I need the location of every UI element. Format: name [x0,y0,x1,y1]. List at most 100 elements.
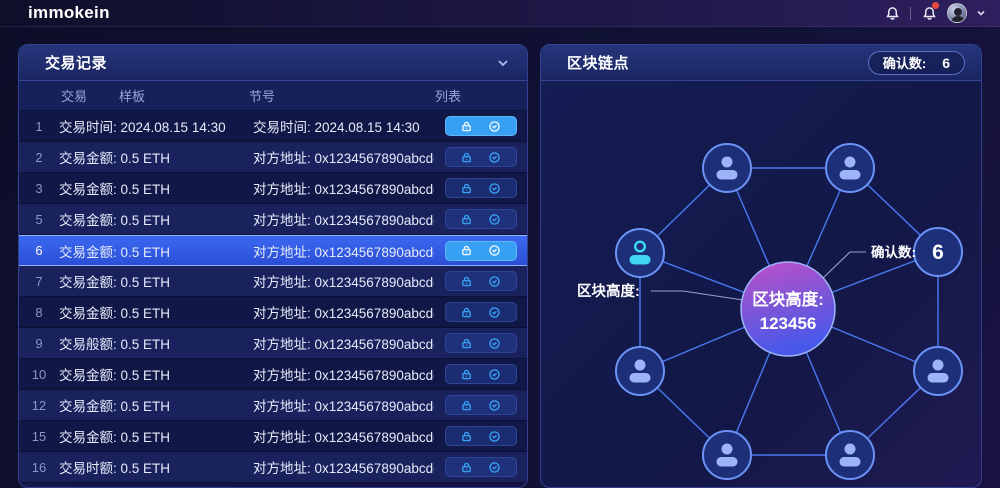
table-row[interactable]: 10 交易金额: 0.5 ETH 对方地址: 0x1234567890abcde… [19,359,527,390]
row-cell-primary: 交易金额: 0.5 ETH [59,368,171,383]
lock-icon[interactable] [460,430,473,443]
node-user[interactable] [702,143,752,193]
check-circle-icon[interactable] [488,399,501,412]
row-cell-primary: 交易金额: 0.5 ETH [59,244,171,260]
check-circle-icon[interactable] [488,275,501,288]
row-actions [434,271,527,291]
row-cell-primary: 交易金额: 0.5 ETH [59,213,171,228]
row-action-buttons[interactable] [444,333,517,353]
table-row[interactable]: 1 交易时间: 2024.08.15 14:30 交易时间: 2024.08.1… [19,111,527,142]
lock-icon[interactable] [460,337,473,350]
lock-icon[interactable] [460,461,473,474]
topbar-divider [910,6,911,20]
row-index: 3 [35,180,43,196]
center-node-value: 123456 [760,314,817,333]
lock-icon[interactable] [460,306,473,319]
row-action-buttons[interactable] [444,364,517,384]
row-cell-secondary: 交易时间: 2024.08.15 14:30 [253,120,420,135]
check-circle-icon[interactable] [488,213,501,226]
block-height-annotation: 区块高度: [577,282,640,300]
lock-icon[interactable] [460,120,473,133]
row-index: 7 [35,273,43,289]
blockchain-title: 区块链点 [567,55,630,72]
node-confirmations-value: 6 [932,241,944,264]
row-index: 9 [35,335,43,351]
row-cell-primary: 交易金额: 0.5 ETH [59,399,171,414]
column-header: 样板 [119,89,146,104]
app-logo: immokein [28,3,110,22]
row-cell-primary: 交易金额: 0.5 ETH [59,275,171,290]
row-cell-secondary: 对方地址: 0x1234567890abcdef [253,337,434,352]
node-center[interactable]: 区块高度: 123456 [740,261,836,357]
lock-icon[interactable] [460,399,473,412]
table-row[interactable]: 8 交易金额: 0.5 ETH 对方地址: 0x1234567890abcdef [19,297,527,328]
row-index: 1 [35,118,43,134]
table-row[interactable]: 5 交易金额: 0.5 ETH 对方地址: 0x1234567890abcdef [19,204,527,235]
check-circle-icon[interactable] [488,306,501,319]
check-circle-icon[interactable] [488,151,501,164]
row-actions [434,178,527,198]
bell-badge-icon[interactable] [920,2,939,22]
check-circle-icon[interactable] [488,430,501,443]
table-row[interactable]: 9 交易般额: 0.5 ETH 对方地址: 0x1234567890abcdef [19,328,527,359]
row-actions [434,147,527,167]
row-action-buttons[interactable] [444,178,517,198]
row-cell-secondary: 对方地址: 0x1234567890abcdef [253,368,434,383]
callout-line-left [651,290,744,301]
row-cell-secondary: 对方地址: 0x1234567890abcdef [253,151,434,166]
row-index: 6 [35,243,43,258]
lock-icon[interactable] [460,368,473,381]
check-circle-icon[interactable] [488,461,501,474]
node-confirmations[interactable]: 6 [913,227,963,277]
row-action-buttons[interactable] [444,457,517,477]
row-cell-secondary: 对方地址: 0x1234567890abcdef [253,275,434,290]
confirmations-badge[interactable]: 确认数: 6 [867,50,965,75]
lock-icon[interactable] [460,275,473,288]
row-action-buttons[interactable] [444,147,517,167]
table-row[interactable]: 2 交易金额: 0.5 ETH 对方地址: 0x1234567890abcdef [19,142,527,173]
check-circle-icon[interactable] [488,244,501,257]
table-row[interactable]: 15 交易金额: 0.5 ETH 对方地址: 0x1234567890abcde… [19,421,527,452]
table-row[interactable]: 16 交易时额: 0.5 ETH 对方地址: 0x1234567890abcde… [19,452,527,483]
lock-icon[interactable] [460,244,473,257]
row-index: 12 [31,397,47,413]
bell-icon[interactable] [883,4,901,22]
lock-icon[interactable] [460,151,473,164]
callout-line-right [821,251,866,280]
row-index: 2 [35,149,43,165]
chevron-down-icon[interactable] [976,8,986,18]
row-action-buttons[interactable] [444,302,517,322]
topbar: immokein [0,0,1000,27]
table-row[interactable]: 3 交易金额: 0.5 ETH 对方地址: 0x1234567890abcdef [19,173,527,204]
notification-dot [932,2,939,9]
node-user[interactable] [913,346,963,396]
avatar[interactable] [947,3,967,23]
table-row[interactable]: 6 交易金额: 0.5 ETH 对方地址: 0x1234567890abcdef [19,235,527,266]
row-action-buttons[interactable] [444,395,517,415]
check-circle-icon[interactable] [488,337,501,350]
row-actions [434,302,527,322]
node-user[interactable] [825,430,875,480]
row-actions [434,457,527,477]
lock-icon[interactable] [460,213,473,226]
table-row[interactable]: 7 交易金额: 0.5 ETH 对方地址: 0x1234567890abcdef [19,266,527,297]
row-action-buttons[interactable] [444,240,517,261]
lock-icon[interactable] [460,182,473,195]
confirmations-value: 6 [942,54,950,71]
row-action-buttons[interactable] [444,271,517,291]
check-circle-icon[interactable] [488,368,501,381]
row-action-buttons[interactable] [444,209,517,229]
row-cell-primary: 交易金额: 0.5 ETH [59,151,171,166]
node-user[interactable] [702,430,752,480]
row-index: 16 [31,459,47,475]
node-user[interactable] [825,143,875,193]
row-action-buttons[interactable] [444,116,517,136]
row-action-buttons[interactable] [444,426,517,446]
table-row[interactable]: 12 交易金额: 0.5 ETH 对方地址: 0x1234567890abcde… [19,390,527,421]
check-circle-icon[interactable] [488,120,501,133]
node-user[interactable] [615,346,665,396]
check-circle-icon[interactable] [488,182,501,195]
row-actions [434,364,527,384]
chevron-down-icon[interactable] [495,55,511,71]
node-user-highlight[interactable] [615,228,665,278]
